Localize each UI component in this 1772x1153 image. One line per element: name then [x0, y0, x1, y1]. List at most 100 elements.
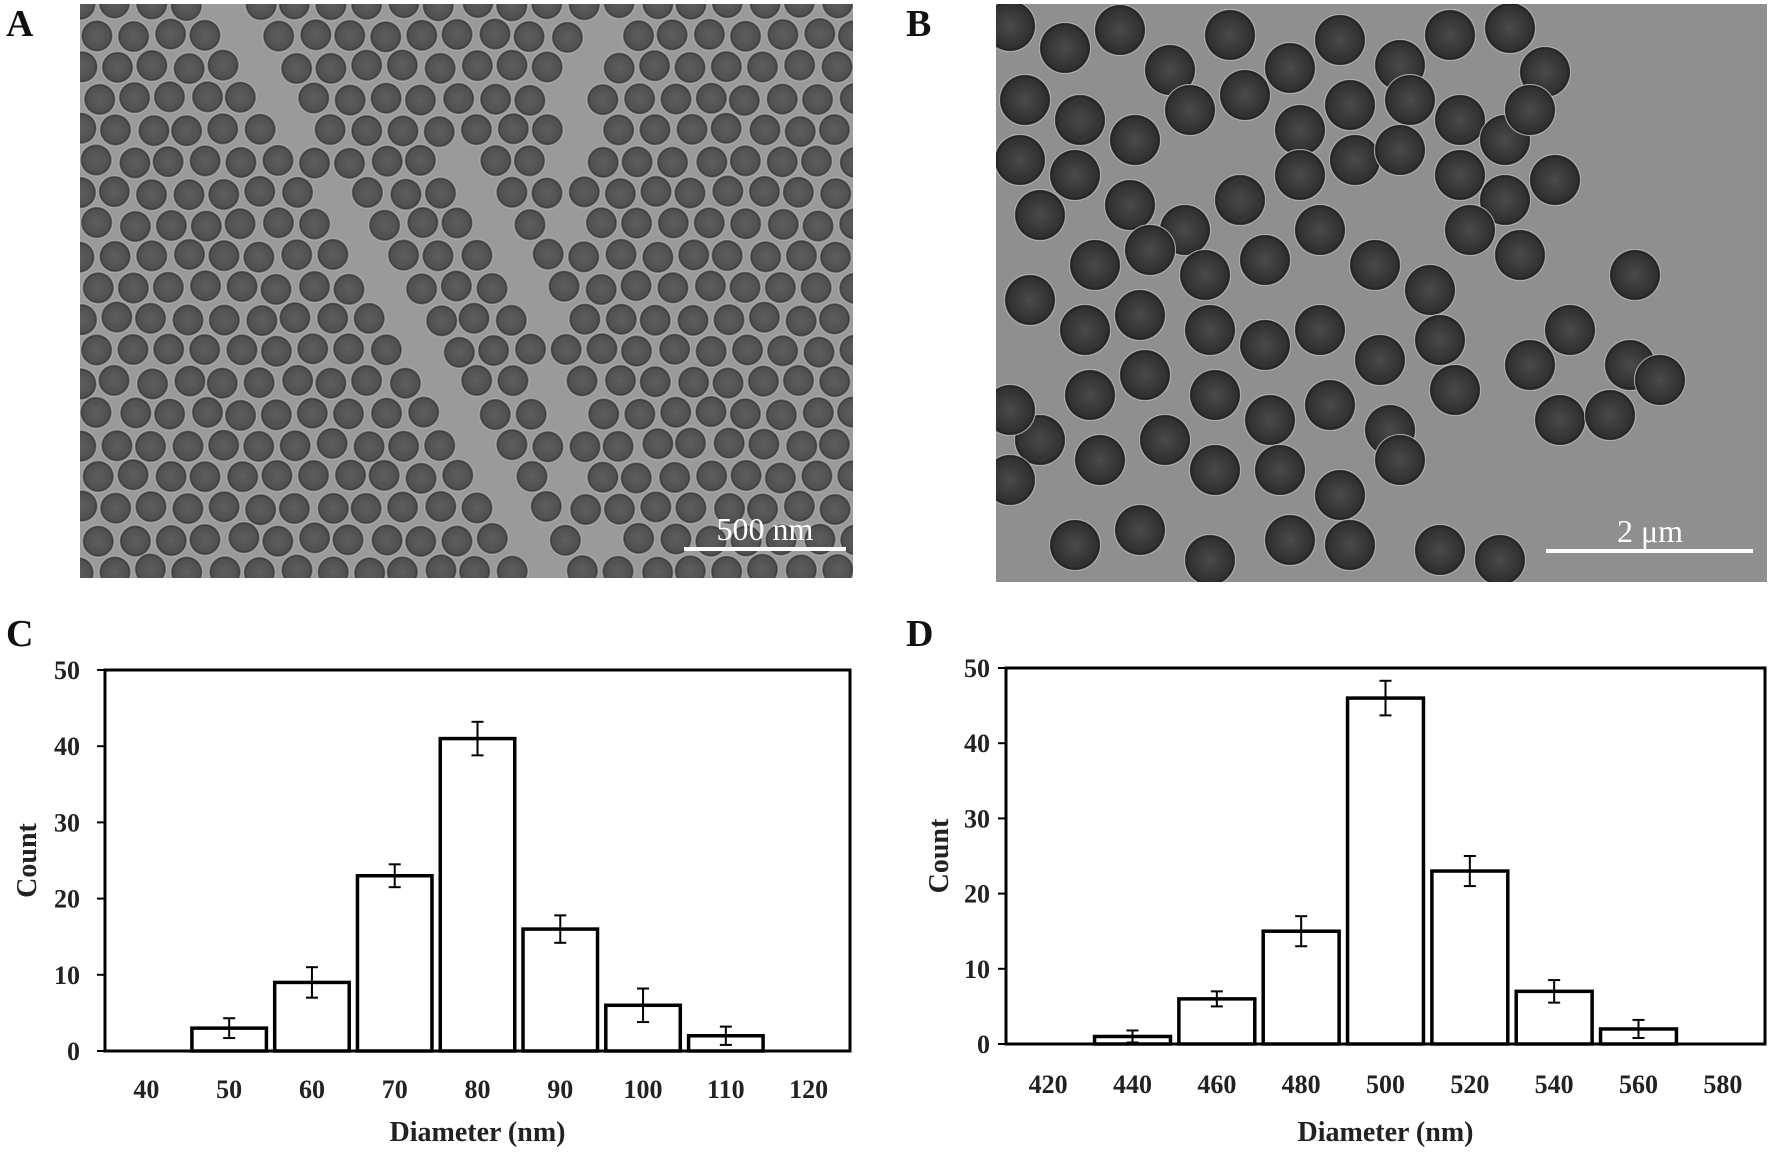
error-bar-c-80	[471, 720, 484, 757]
panel-label-b: B	[906, 3, 932, 45]
particle-a	[442, 335, 476, 369]
micrograph-b-particles	[996, 4, 1686, 582]
particle-a	[369, 81, 403, 115]
particle-a	[331, 523, 365, 557]
particle-a	[188, 523, 222, 557]
y-tick-label-c: 30	[54, 808, 80, 837]
particle-b	[996, 134, 1046, 186]
particle-b	[996, 4, 1036, 52]
particle-a	[856, 50, 889, 83]
particle-a	[207, 177, 241, 211]
particle-a	[80, 556, 95, 578]
error-bar-d-540	[1548, 979, 1561, 1004]
particle-a	[710, 239, 744, 273]
bar-d-480	[1261, 929, 1341, 1046]
particle-a	[676, 303, 710, 337]
particle-a	[332, 332, 366, 366]
particle-a	[100, 429, 134, 463]
particle-a	[604, 302, 638, 336]
error-bar-c-60	[305, 966, 318, 999]
particle-a	[620, 145, 654, 179]
particle-a	[459, 113, 493, 147]
particle-b	[1304, 379, 1356, 431]
y-tick-label-c: 40	[54, 732, 80, 761]
particle-a	[530, 176, 564, 210]
particle-a	[587, 585, 620, 618]
particle-a	[694, 395, 728, 429]
particle-a	[277, 492, 311, 526]
error-bar-d-460	[1210, 990, 1223, 1008]
y-tick-label-d: 20	[964, 880, 990, 909]
particle-a	[259, 334, 293, 368]
y-tick-label-d: 40	[964, 729, 990, 758]
particle-b	[1444, 204, 1496, 256]
particle-b	[1634, 354, 1686, 406]
particle-a	[601, 429, 635, 463]
particle-a	[98, 113, 132, 147]
particle-a	[603, 492, 637, 526]
particle-a	[207, 303, 241, 337]
panel-label-c: C	[6, 613, 34, 655]
particle-a	[80, 111, 98, 145]
particle-a	[460, 491, 494, 525]
particle-a	[225, 588, 258, 621]
particle-a	[173, 364, 207, 398]
particle-a	[874, 462, 907, 495]
particle-a	[641, 555, 675, 578]
particle-a	[423, 428, 457, 462]
particle-a	[242, 366, 276, 400]
particle-a	[80, 587, 113, 620]
particle-a	[119, 396, 153, 430]
particle-a	[514, 397, 548, 431]
x-axis-title-d: Diameter (nm)	[1298, 1117, 1474, 1148]
particle-b	[996, 454, 1036, 506]
particle-a	[389, 177, 423, 211]
particle-b	[1014, 189, 1066, 241]
particle-a	[224, 145, 258, 179]
particle-a	[80, 50, 99, 84]
particle-a	[677, 238, 711, 272]
particle-a	[674, 4, 708, 21]
particle-a	[781, 363, 815, 397]
particle-a	[692, 206, 726, 240]
particle-a	[461, 4, 495, 19]
particle-a	[567, 240, 601, 274]
particle-a	[623, 397, 657, 431]
particle-a	[460, 49, 494, 83]
particle-a	[817, 302, 851, 336]
particle-a	[316, 555, 350, 578]
particle-a	[709, 50, 743, 84]
particle-a	[712, 426, 746, 460]
particle-a	[745, 552, 779, 578]
particle-a	[585, 332, 619, 366]
panel-label-a: A	[6, 3, 34, 45]
particle-a	[747, 174, 781, 208]
particle-a	[406, 585, 439, 618]
particle-a	[206, 48, 240, 82]
particle-a	[496, 112, 530, 146]
particle-a	[783, 48, 817, 82]
particle-a	[314, 366, 348, 400]
particle-a	[80, 429, 98, 463]
particle-a	[98, 239, 132, 273]
particle-a	[350, 4, 384, 21]
particle-a	[801, 396, 835, 430]
particle-a	[875, 270, 908, 303]
particle-a	[259, 272, 293, 306]
particle-b	[1214, 174, 1266, 226]
particle-a	[638, 49, 672, 83]
particle-a	[821, 553, 853, 578]
particle-a	[332, 272, 366, 306]
particle-a	[441, 458, 475, 492]
particle-a	[495, 428, 529, 462]
particle-a	[80, 333, 114, 367]
particle-a	[568, 430, 602, 464]
error-bar-c-70	[388, 863, 401, 889]
particle-a	[134, 301, 168, 335]
particle-a	[819, 177, 853, 211]
particle-a	[763, 270, 797, 304]
particle-b	[1414, 314, 1466, 366]
particle-a	[154, 524, 188, 558]
particle-a	[478, 398, 512, 432]
particle-b	[1069, 239, 1121, 291]
